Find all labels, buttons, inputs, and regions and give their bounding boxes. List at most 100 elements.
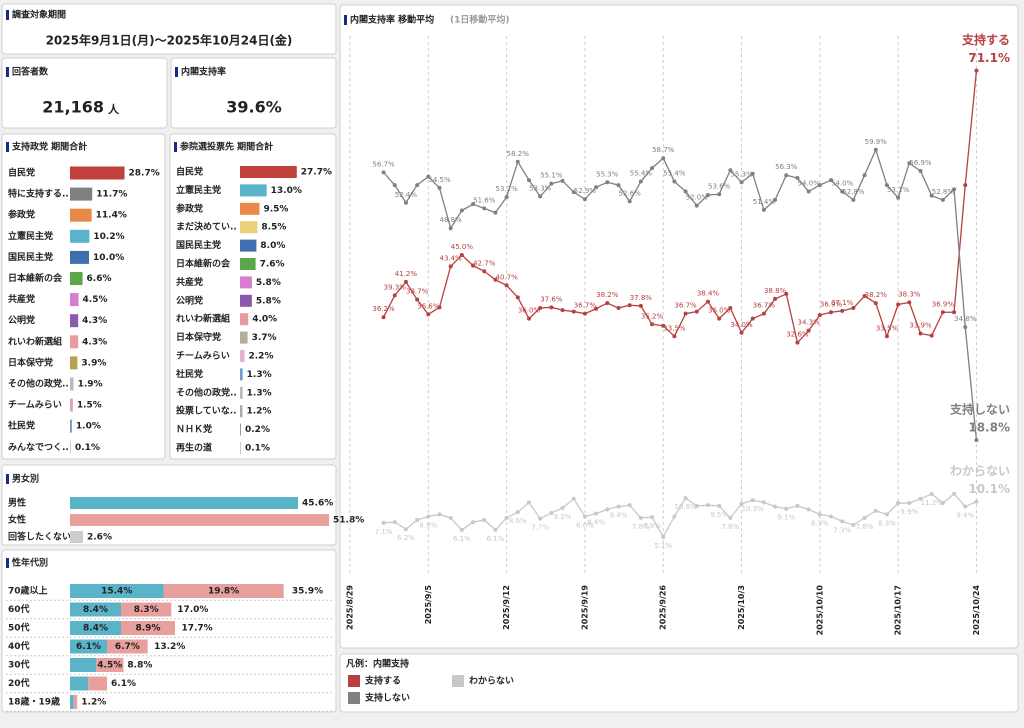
data-label: 9.4% xyxy=(610,512,628,520)
data-label: 52.8% xyxy=(842,188,865,196)
bar xyxy=(70,440,71,454)
point xyxy=(616,306,621,311)
point xyxy=(717,316,722,321)
point xyxy=(504,515,509,520)
bar xyxy=(240,368,243,381)
value-label: 13.0% xyxy=(271,186,302,196)
point xyxy=(806,328,811,333)
data-label: 51.4% xyxy=(753,198,776,206)
point xyxy=(862,515,867,520)
point xyxy=(806,507,811,512)
point xyxy=(571,190,576,195)
value-label: 1.2% xyxy=(246,407,271,417)
segment-label: 6.7% xyxy=(115,642,140,652)
category-label: 共産党 xyxy=(8,293,35,305)
category-label: 自民党 xyxy=(8,167,35,179)
point xyxy=(784,506,789,511)
value-label: 4.3% xyxy=(82,316,107,326)
data-label: 52.6% xyxy=(619,189,642,197)
bar-segment xyxy=(88,676,108,691)
data-label: 39.3% xyxy=(384,283,407,291)
point xyxy=(974,438,979,443)
point xyxy=(884,334,889,339)
category-label: その他の政党.. xyxy=(8,378,69,390)
bar-segment xyxy=(120,602,172,617)
bar xyxy=(70,314,79,328)
value-label: 1.0% xyxy=(76,422,101,432)
data-label: 34.8% xyxy=(954,315,977,323)
data-label: 53.6% xyxy=(708,182,731,190)
point xyxy=(952,310,957,315)
value-label: 8.5% xyxy=(261,223,286,233)
respondents-unit: 人 xyxy=(108,102,120,116)
end-name: わからない xyxy=(950,464,1010,478)
point xyxy=(750,171,755,176)
data-label: 9.4% xyxy=(956,512,974,520)
point xyxy=(448,226,453,231)
data-label: 36.2% xyxy=(372,305,395,313)
point xyxy=(526,500,531,505)
data-label: 7.9% xyxy=(643,522,661,530)
point xyxy=(773,197,778,202)
segment-label: 8.9% xyxy=(136,624,161,634)
data-label: 59.9% xyxy=(865,138,888,146)
data-label: 58.7% xyxy=(652,146,675,154)
point xyxy=(549,510,554,515)
bar xyxy=(240,166,297,178)
category-label: 40代 xyxy=(8,640,30,652)
category-label: チームみらい xyxy=(176,351,230,362)
vote-panel xyxy=(169,133,337,460)
total-label: 13.2% xyxy=(154,642,185,652)
point xyxy=(437,185,442,190)
bar-segment xyxy=(96,658,124,672)
point xyxy=(403,200,408,205)
data-label: 54.0% xyxy=(798,179,821,187)
period-panel xyxy=(1,3,337,55)
point xyxy=(896,302,901,307)
bar xyxy=(70,497,298,509)
data-label: 11.2% xyxy=(921,499,944,507)
chart-title: 参院選投票先 期間合計 xyxy=(180,141,273,153)
data-label: 54.0% xyxy=(831,179,854,187)
point xyxy=(582,197,587,202)
category-label: 社民党 xyxy=(175,368,203,380)
total-label: 35.9% xyxy=(292,587,323,597)
data-label: 36.6% xyxy=(417,302,440,310)
bar xyxy=(240,239,257,252)
data-label: 34.0% xyxy=(730,321,753,329)
chart-title: 内閣支持率 移動平均 xyxy=(350,14,434,26)
data-label: 36.9% xyxy=(932,300,955,308)
point xyxy=(873,147,878,152)
data-label: 37.6% xyxy=(540,295,563,303)
point xyxy=(761,311,766,316)
end-value: 10.1% xyxy=(968,482,1010,496)
data-label: 33.5% xyxy=(663,324,686,332)
point xyxy=(974,499,979,504)
data-label: 38.4% xyxy=(697,290,720,298)
point xyxy=(873,508,878,513)
point xyxy=(437,305,442,310)
data-label: 56.3% xyxy=(775,163,798,171)
bar xyxy=(70,335,79,349)
legend-panel xyxy=(339,653,1019,713)
respondents-value: 21,168 xyxy=(42,98,104,117)
point xyxy=(817,313,822,318)
segment-label: 8.4% xyxy=(83,624,108,634)
data-label: 6.1% xyxy=(487,535,505,543)
x-tick-label: 2025/9/5 xyxy=(424,585,433,625)
category-label: 社民党 xyxy=(7,420,35,432)
total-label: 1.2% xyxy=(81,698,106,708)
data-label: 36.0% xyxy=(518,307,541,315)
total-label: 17.7% xyxy=(181,624,212,634)
data-label: 56.7% xyxy=(372,160,395,168)
data-label: 8.6% xyxy=(509,517,527,525)
point xyxy=(750,498,755,503)
end-value: 71.1% xyxy=(968,51,1010,65)
point xyxy=(795,503,800,508)
point xyxy=(940,501,945,506)
value-label: 1.3% xyxy=(247,388,272,398)
data-label: 8.0% xyxy=(576,521,594,529)
data-label: 36.7% xyxy=(674,302,697,310)
point xyxy=(437,512,442,517)
respondents-title: 回答者数 xyxy=(12,66,49,78)
